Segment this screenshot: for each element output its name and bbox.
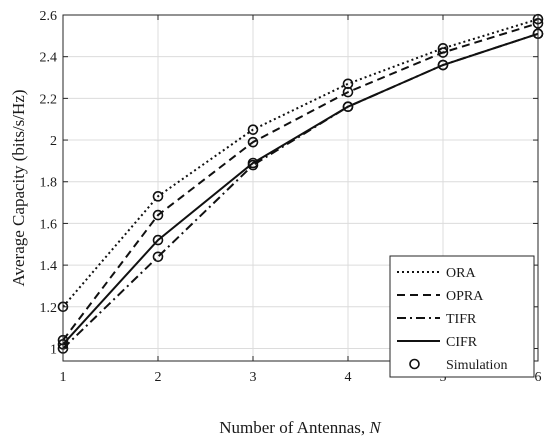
x-tick-label: 6 bbox=[535, 370, 542, 385]
series-line-ora bbox=[62, 18, 539, 308]
legend: ORA OPRA TIFR CIFR Simulation bbox=[389, 255, 535, 378]
y-tick-label: 1.4 bbox=[40, 259, 58, 274]
simulation-point bbox=[247, 157, 259, 169]
y-tick-label: 2.6 bbox=[40, 9, 58, 24]
legend-label-cifr: CIFR bbox=[446, 335, 478, 350]
y-axis-ticks: 1 1.2 1.4 1.6 1.8 2 2.2 2.4 2.6 bbox=[40, 9, 538, 357]
y-axis-label: Average Capacity (bits/s/Hz) bbox=[9, 89, 28, 286]
simulation-point bbox=[152, 251, 164, 263]
y-tick-label: 1.8 bbox=[40, 176, 58, 191]
y-tick-label: 2 bbox=[50, 134, 57, 149]
x-tick-label: 1 bbox=[60, 370, 67, 385]
y-tick-label: 2.4 bbox=[40, 51, 58, 66]
legend-label-simulation: Simulation bbox=[446, 358, 507, 373]
simulation-point bbox=[342, 101, 354, 113]
series-layer bbox=[62, 18, 539, 350]
simulation-point bbox=[152, 209, 164, 221]
simulation-point bbox=[247, 136, 259, 148]
simulation-point bbox=[152, 191, 164, 202]
grid bbox=[63, 15, 538, 361]
simulation-point bbox=[437, 59, 449, 71]
legend-label-ora: ORA bbox=[446, 266, 476, 281]
simulation-point bbox=[152, 234, 164, 246]
simulation-point bbox=[437, 47, 449, 58]
y-tick-label: 1.2 bbox=[40, 301, 58, 316]
simulation-point bbox=[247, 124, 259, 135]
legend-box bbox=[389, 255, 535, 378]
legend-label-opra: OPRA bbox=[446, 289, 484, 304]
legend-label-tifr: TIFR bbox=[446, 312, 477, 327]
simulation-point bbox=[437, 43, 449, 54]
y-tick-label: 2.2 bbox=[40, 92, 58, 107]
plot-frame bbox=[62, 14, 539, 362]
simulation-point bbox=[342, 86, 354, 98]
x-axis-label: Number of Antennas, N bbox=[219, 418, 382, 437]
legend-marker-simulation bbox=[409, 358, 420, 370]
x-tick-label: 3 bbox=[250, 370, 257, 385]
x-tick-label: 2 bbox=[155, 370, 162, 385]
y-tick-label: 1 bbox=[50, 342, 57, 357]
series-line-cifr bbox=[62, 32, 539, 345]
series-line-opra bbox=[62, 22, 539, 341]
x-tick-label: 4 bbox=[345, 370, 352, 385]
y-tick-label: 1.6 bbox=[40, 217, 58, 232]
